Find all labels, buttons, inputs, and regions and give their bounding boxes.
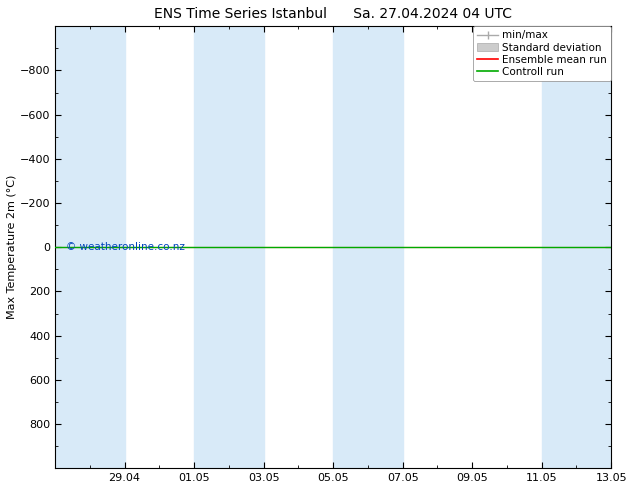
Text: © weatheronline.co.nz: © weatheronline.co.nz: [66, 242, 185, 252]
Title: ENS Time Series Istanbul      Sa. 27.04.2024 04 UTC: ENS Time Series Istanbul Sa. 27.04.2024 …: [154, 7, 512, 21]
Bar: [55, 26, 125, 468]
Y-axis label: Max Temperature 2m (°C): Max Temperature 2m (°C): [7, 175, 17, 319]
Bar: [194, 26, 264, 468]
Legend: min/max, Standard deviation, Ensemble mean run, Controll run: min/max, Standard deviation, Ensemble me…: [473, 26, 611, 81]
Bar: [333, 26, 403, 468]
Bar: [541, 26, 611, 468]
